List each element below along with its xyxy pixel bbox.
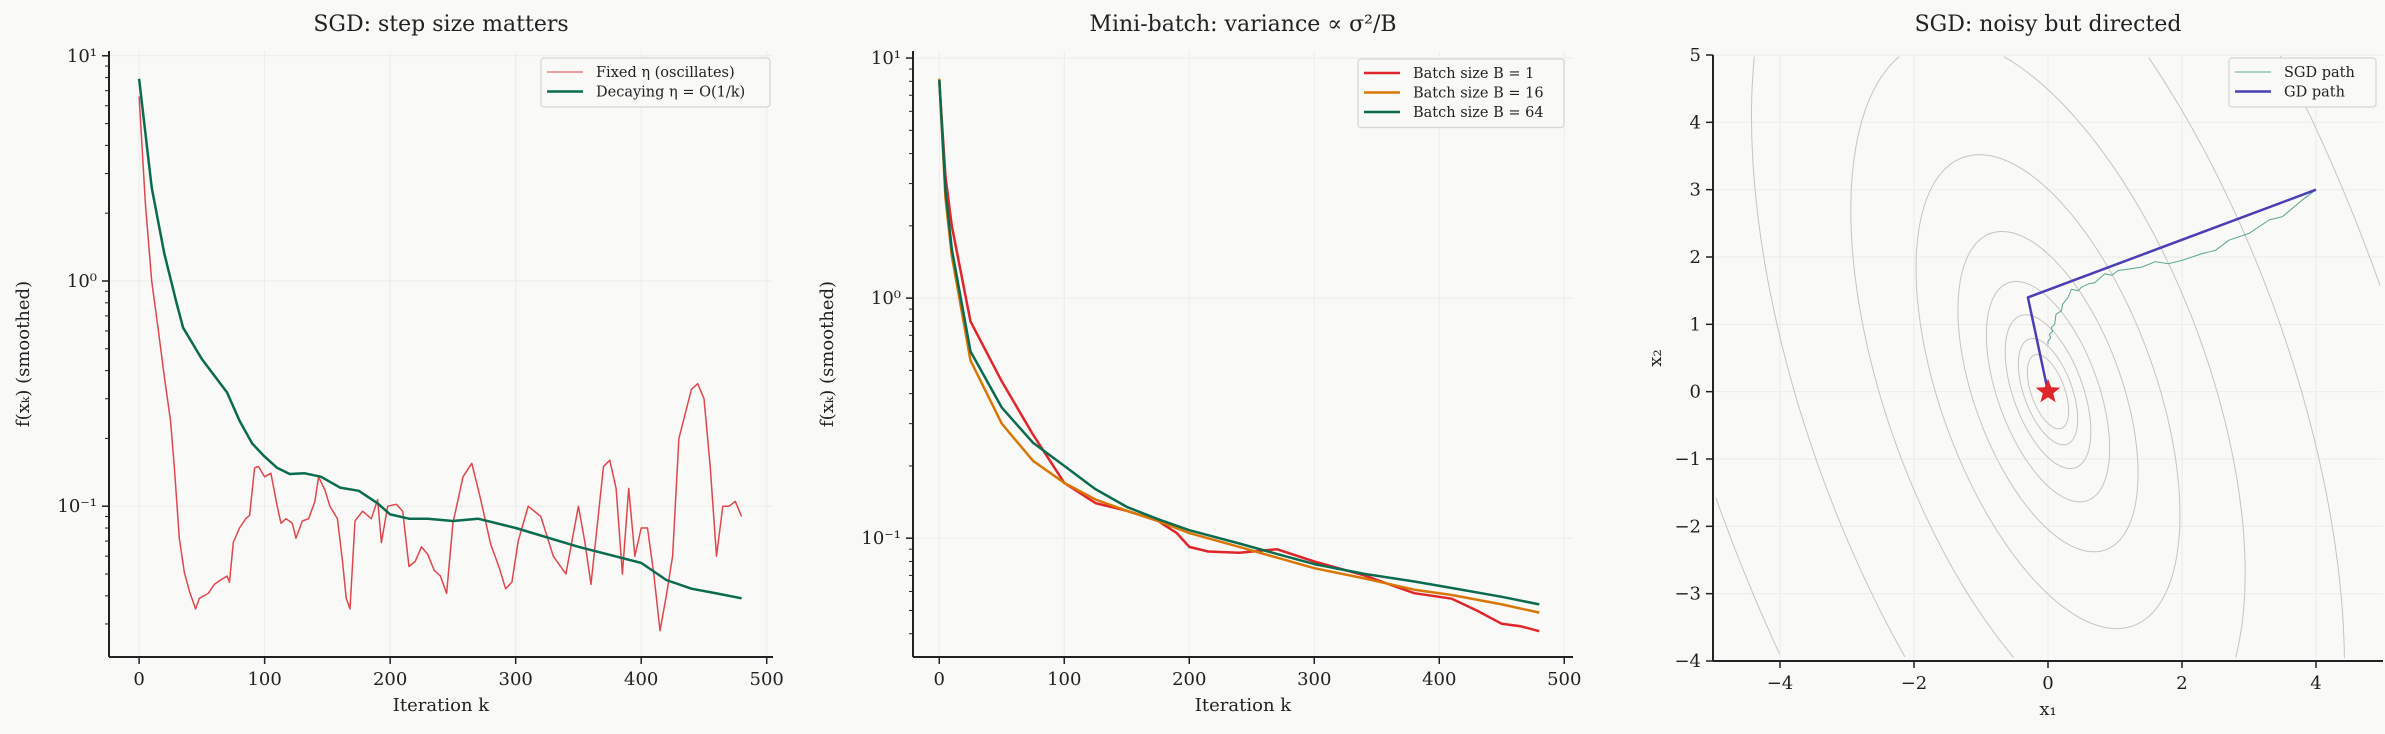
- contour-line: [2026, 354, 2070, 430]
- plot-area: [938, 78, 1540, 633]
- y-tick-label: 0: [1690, 382, 1701, 403]
- panel-sgd-path: −4 −2 0 2 4 −4 −3 −2 −1 0 1 2 3 4 5 SGD: noisy but dire…: [1645, 12, 2383, 720]
- y-tick-label: −4: [1674, 651, 1701, 672]
- y-tick-label: 10¹: [67, 46, 97, 67]
- x-tick-label: 200: [373, 669, 407, 690]
- legend: SGD path GD path: [2228, 57, 2377, 108]
- x-tick-label: 100: [247, 669, 281, 690]
- x-tick-label: 2: [2176, 673, 2187, 694]
- y-axis-label: x₂: [1645, 349, 1666, 366]
- contour-line: [1985, 281, 2111, 503]
- x-axis-label: Iteration k: [1195, 695, 1292, 716]
- legend-label: Fixed η (oscillates): [596, 65, 735, 81]
- y-tick-label: 3: [1690, 180, 1701, 201]
- x-axis-label: x₁: [2039, 699, 2056, 720]
- legend-box: [540, 57, 771, 108]
- panel-step-size: 0 100 200 300 400 500 10¹ 10⁰ 10⁻¹ SGD: step size…: [13, 12, 784, 716]
- x-tick-label: 4: [2310, 673, 2321, 694]
- legend-label: Batch size B = 1: [1413, 66, 1534, 82]
- series-line-2: [938, 79, 1540, 606]
- series-line-1: [137, 78, 742, 600]
- chart-title: Mini-batch: variance ∝ σ²/B: [1089, 12, 1396, 37]
- contour-line: [1957, 231, 2139, 553]
- contour-line: [1915, 154, 2181, 630]
- legend-label: GD path: [2284, 85, 2345, 101]
- contour-line: [1850, 56, 2246, 658]
- x-tick-label: 300: [1297, 669, 1331, 690]
- y-tick-label: −1: [1674, 449, 1701, 470]
- x-tick-label: 0: [133, 669, 144, 690]
- x-tick-label: 100: [1047, 669, 1081, 690]
- x-tick-label: 500: [1547, 669, 1581, 690]
- y-tick-label: 2: [1690, 247, 1701, 268]
- y-axis-label: f(xₖ) (smoothed): [13, 281, 34, 427]
- contour-line: [1751, 56, 2345, 659]
- x-tick-label: 0: [2042, 673, 2053, 694]
- y-tick-label: 4: [1690, 112, 1701, 133]
- x-tick-label: 0: [934, 669, 945, 690]
- legend-label: Batch size B = 64: [1413, 105, 1544, 121]
- y-tick-label: −3: [1674, 584, 1701, 605]
- x-tick-label: 400: [624, 669, 658, 690]
- chart-title: SGD: noisy but directed: [1915, 12, 2182, 37]
- y-tick-label: 10¹: [871, 48, 901, 69]
- plot-area: [1715, 55, 2381, 659]
- x-tick-label: 200: [1172, 669, 1206, 690]
- legend-box: [2228, 57, 2377, 108]
- y-tick-label: −2: [1674, 516, 1701, 537]
- x-axis-label: Iteration k: [393, 695, 490, 716]
- x-tick-label: 500: [750, 669, 784, 690]
- series-line-1: [2026, 188, 2317, 392]
- legend: Fixed η (oscillates) Decaying η = O(1/k): [540, 57, 771, 108]
- y-tick-label: 10⁰: [871, 288, 901, 309]
- x-tick-label: −4: [1767, 673, 1794, 694]
- series-line-1: [938, 78, 1540, 614]
- y-tick-label: 5: [1690, 45, 1701, 66]
- y-tick-label: 10⁰: [67, 271, 97, 292]
- legend-label: SGD path: [2284, 65, 2355, 81]
- legend: Batch size B = 1 Batch size B = 16 Batch s…: [1357, 58, 1565, 129]
- y-tick-label: 10⁻¹: [861, 528, 901, 549]
- series-line-0: [138, 96, 743, 632]
- x-tick-label: −2: [1901, 673, 1928, 694]
- chart-title: SGD: step size matters: [313, 12, 568, 37]
- contour-line: [2017, 338, 2079, 446]
- legend-label: Batch size B = 16: [1413, 86, 1544, 102]
- legend-label: Decaying η = O(1/k): [596, 85, 745, 101]
- x-tick-label: 300: [499, 669, 533, 690]
- contour-line: [2004, 314, 2092, 469]
- plot-area: [137, 78, 743, 632]
- y-tick-label: 10⁻¹: [57, 496, 97, 517]
- series-line-0: [2047, 189, 2317, 345]
- y-tick-label: 1: [1690, 314, 1701, 335]
- panel-mini-batch: 0 100 200 300 400 500 10¹ 10⁰ 10⁻¹ Mini-batch: va…: [817, 12, 1581, 716]
- legend-box: [1357, 58, 1565, 129]
- minimum-star-marker: [2035, 378, 2061, 403]
- y-axis-label: f(xₖ) (smoothed): [817, 281, 838, 427]
- series-line-0: [938, 81, 1540, 633]
- x-tick-label: 400: [1422, 669, 1456, 690]
